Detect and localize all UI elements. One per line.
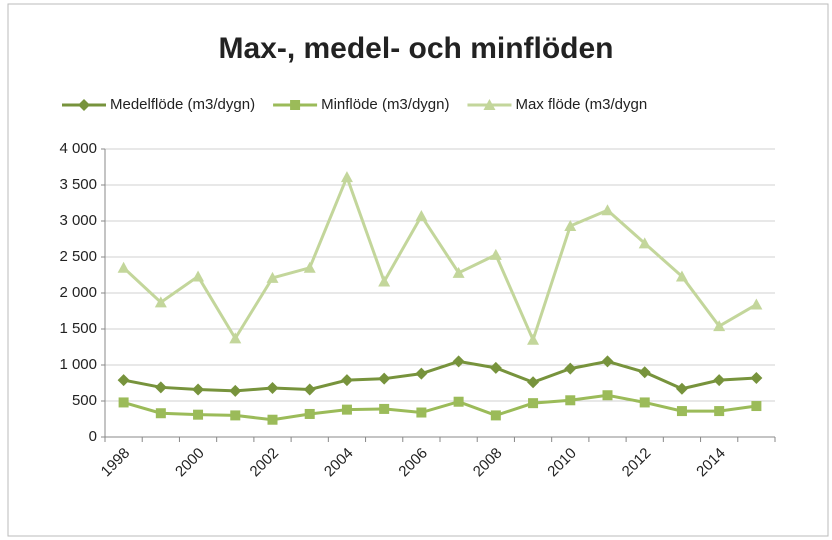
marker: [117, 261, 130, 273]
y-tick-label: 1 500: [59, 320, 97, 337]
marker: [415, 367, 428, 380]
marker: [639, 397, 650, 408]
marker: [675, 382, 688, 395]
y-tick-label: 4 000: [59, 140, 97, 157]
marker: [416, 407, 427, 418]
marker: [675, 270, 688, 282]
series-line: [123, 359, 757, 393]
y-tick-label: 3 000: [59, 212, 97, 229]
marker: [230, 410, 241, 421]
marker: [490, 410, 501, 421]
marker: [340, 374, 353, 387]
marker: [192, 270, 205, 282]
y-tick-label: 2 000: [59, 284, 97, 301]
marker: [452, 355, 465, 368]
marker: [564, 362, 577, 375]
marker: [155, 408, 166, 419]
marker: [564, 220, 577, 232]
marker: [304, 408, 315, 419]
marker: [751, 401, 762, 412]
series-line: [123, 393, 757, 422]
marker: [489, 248, 502, 260]
marker: [750, 371, 763, 384]
marker: [266, 382, 279, 395]
y-tick-label: 2 500: [59, 248, 97, 265]
marker: [341, 404, 352, 415]
marker: [483, 99, 496, 110]
marker: [527, 333, 540, 345]
marker: [193, 409, 204, 420]
marker: [676, 406, 687, 417]
marker: [340, 171, 353, 183]
marker: [117, 374, 130, 387]
marker: [565, 395, 576, 406]
series-line: [122, 172, 758, 345]
marker: [602, 390, 613, 401]
y-tick-label: 1 000: [59, 356, 97, 373]
marker: [266, 271, 279, 283]
marker: [154, 381, 167, 394]
chart-title: Max-, medel- och minflöden: [218, 32, 613, 65]
marker: [638, 237, 651, 249]
marker: [378, 275, 391, 287]
marker: [415, 209, 428, 221]
marker: [118, 397, 129, 408]
legend-label: Max flöde (m3/dygn: [515, 96, 647, 113]
y-tick-label: 0: [89, 428, 97, 445]
marker: [601, 355, 614, 368]
chart-frame: [7, 3, 829, 537]
marker: [714, 406, 725, 417]
marker: [303, 261, 316, 273]
marker: [713, 374, 726, 387]
legend-label: Medelflöde (m3/dygn): [110, 96, 255, 113]
marker: [378, 372, 391, 385]
marker: [154, 296, 167, 308]
y-tick-label: 500: [72, 392, 97, 409]
marker: [453, 396, 464, 407]
marker: [750, 298, 763, 310]
marker: [527, 376, 540, 389]
marker: [229, 384, 242, 397]
marker: [267, 414, 278, 425]
marker: [489, 361, 502, 374]
marker: [713, 320, 726, 332]
marker: [638, 366, 651, 379]
marker: [601, 204, 614, 216]
marker: [78, 99, 90, 111]
marker: [229, 332, 242, 344]
marker: [452, 266, 465, 278]
y-tick-label: 3 500: [59, 176, 97, 193]
legend-label: Minflöde (m3/dygn): [321, 96, 449, 113]
marker: [290, 100, 301, 110]
marker: [192, 383, 205, 396]
marker: [528, 398, 539, 409]
marker: [303, 383, 316, 396]
marker: [379, 403, 390, 414]
